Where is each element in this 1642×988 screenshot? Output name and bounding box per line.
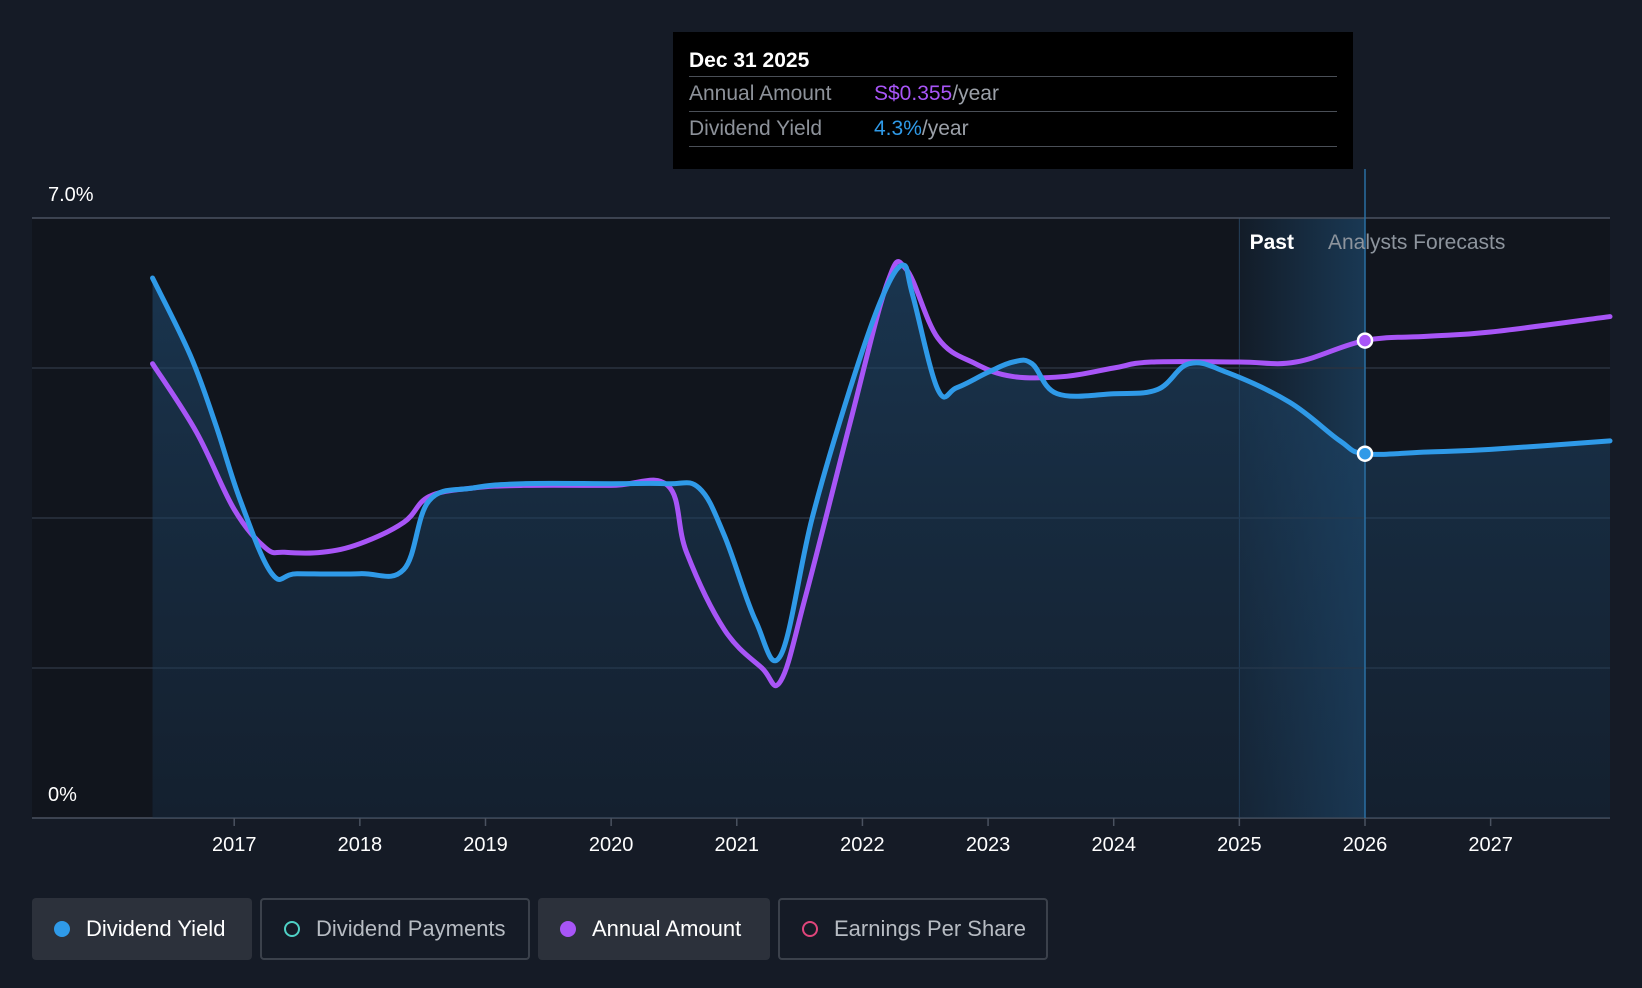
chart-tooltip: Dec 31 2025 Annual Amount S$0.355/year Di… [673, 32, 1353, 169]
legend-label: Dividend Payments [316, 916, 506, 941]
tooltip-date: Dec 31 2025 [689, 46, 1337, 77]
legend-dot-icon [560, 921, 576, 937]
tooltip-unit: /year [921, 117, 969, 140]
tooltip-value: S$0.355 [874, 82, 953, 105]
x-tick-label: 2026 [1343, 834, 1388, 856]
legend-dot-icon [284, 921, 300, 937]
region-label-past: Past [1250, 231, 1294, 254]
y-tick-label-top: 7.0% [48, 184, 94, 206]
region-label-forecast: Analysts Forecasts [1328, 231, 1505, 254]
legend-dividend-yield-button[interactable]: Dividend Yield [32, 898, 252, 960]
tooltip-value: 4.3% [874, 117, 922, 140]
x-tick-label: 2020 [589, 834, 634, 856]
dividend-yield-line [150, 262, 1613, 664]
x-tick-label: 2023 [966, 834, 1011, 856]
x-tick-label: 2025 [1217, 834, 1262, 856]
x-tick-label: 2027 [1468, 834, 1513, 856]
tooltip-row-annual-amount: Annual Amount S$0.355/year [689, 77, 1337, 112]
x-tick-label: 2024 [1091, 834, 1136, 856]
legend-earnings-per-share-button[interactable]: Earnings Per Share [778, 898, 1048, 960]
legend-annual-amount-button[interactable]: Annual Amount [538, 898, 770, 960]
x-tick-label: 2018 [338, 834, 383, 856]
legend-dot-icon [54, 921, 70, 937]
dividend-yield-marker [1356, 445, 1374, 462]
x-tick-label: 2019 [463, 834, 508, 856]
tooltip-label: Annual Amount [689, 82, 832, 105]
legend-label: Dividend Yield [86, 916, 226, 941]
x-tick-label: 2017 [212, 834, 257, 856]
x-tick-label: 2021 [715, 834, 760, 856]
legend-label: Annual Amount [592, 916, 742, 941]
dividend-yield-area [152, 265, 1610, 818]
x-tick-label: 2022 [840, 834, 885, 856]
legend-label: Earnings Per Share [834, 916, 1026, 941]
annual-amount-marker [1356, 332, 1374, 349]
tooltip-label: Dividend Yield [689, 117, 823, 140]
annual-amount-line [150, 259, 1613, 689]
legend-dividend-payments-button[interactable]: Dividend Payments [260, 898, 530, 960]
tooltip-unit: /year [952, 82, 999, 105]
legend-dot-icon [802, 921, 818, 937]
tooltip-row-dividend-yield: Dividend Yield 4.3%/year [689, 112, 1337, 147]
y-tick-label-bottom: 0% [48, 784, 77, 806]
